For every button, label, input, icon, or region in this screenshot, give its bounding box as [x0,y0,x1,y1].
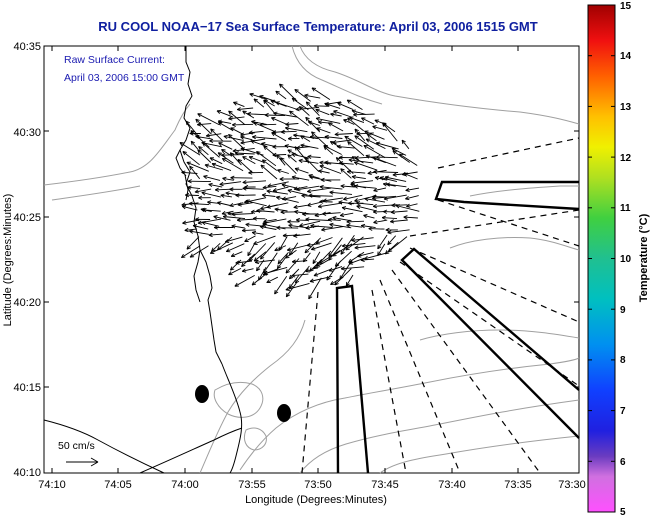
colorbar-label: Temperature (°C) [638,213,650,302]
current-vector [320,202,333,203]
y-axis-label: Latitude (Degrees:Minutes) [2,194,14,327]
current-vector-head [306,272,310,273]
y-axis-ticks: 40:35 40:30 40:25 40:20 40:15 40:10 [13,41,41,479]
colorbar-ticks: 15 14 13 12 11 10 9 8 7 6 5 [620,1,632,518]
y-tick-label: 40:20 [13,297,41,309]
x-tick-label: 73:40 [438,479,466,491]
colorbar-tick-label: 15 [620,1,632,12]
current-vector-head [285,257,289,258]
colorbar-tick-label: 8 [620,355,626,366]
x-axis-label: Longitude (Degrees:Minutes) [245,494,387,506]
colorbar-tick-label: 7 [620,406,626,417]
colorbar-tick-label: 11 [620,203,631,214]
current-vector [265,115,285,116]
y-tick-label: 40:15 [13,382,41,394]
scale-label: 50 cm/s [58,440,95,452]
colorbar-tick-label: 6 [620,457,626,468]
colorbar-tick-label: 5 [620,507,626,518]
current-vector-head [334,110,338,111]
colorbar [588,5,615,512]
x-tick-label: 74:05 [104,479,132,491]
colorbar-tick-label: 14 [620,51,632,62]
current-vector-head [260,95,264,96]
y-tick-label: 40:35 [13,41,41,53]
map-title: RU COOL NOAA−17 Sea Surface Temperature:… [98,19,537,34]
x-tick-label: 73:55 [238,479,266,491]
x-tick-label: 73:35 [504,479,532,491]
station-marker [195,385,209,403]
x-axis-ticks: 74:10 74:05 74:00 73:55 73:50 73:45 73:4… [38,479,586,491]
colorbar-tick-label: 9 [620,305,626,316]
current-vector [260,124,276,125]
current-vector-head [325,103,329,104]
x-tick-label: 73:30 [558,479,586,491]
x-tick-label: 73:50 [304,479,332,491]
current-vector [232,124,253,125]
x-tick-label: 74:10 [38,479,66,491]
annotation-line1: Raw Surface Current: [64,54,165,66]
current-vector-head [277,169,281,170]
annotation-line2: April 03, 2006 15:00 GMT [64,72,185,84]
colorbar-tick-label: 13 [620,102,632,113]
current-vector-head [190,257,194,258]
y-tick-label: 40:25 [13,212,41,224]
x-tick-label: 74:00 [171,479,199,491]
current-vector-head [295,168,299,169]
station-marker [277,404,291,422]
current-vector [273,155,287,156]
x-tick-label: 73:45 [371,479,399,491]
current-vector [376,157,398,158]
colorbar-tick-label: 10 [620,254,632,265]
current-vector [185,195,199,196]
current-vector-head [241,148,245,149]
current-vector-head [276,102,280,103]
current-vector [369,229,385,230]
current-vector-head [181,257,185,258]
current-vector-head [329,271,333,272]
current-vector-head [250,93,254,94]
colorbar-tick-label: 12 [620,153,632,164]
current-vector-head [311,250,315,251]
y-tick-label: 40:10 [13,467,41,479]
y-tick-label: 40:30 [13,127,41,139]
